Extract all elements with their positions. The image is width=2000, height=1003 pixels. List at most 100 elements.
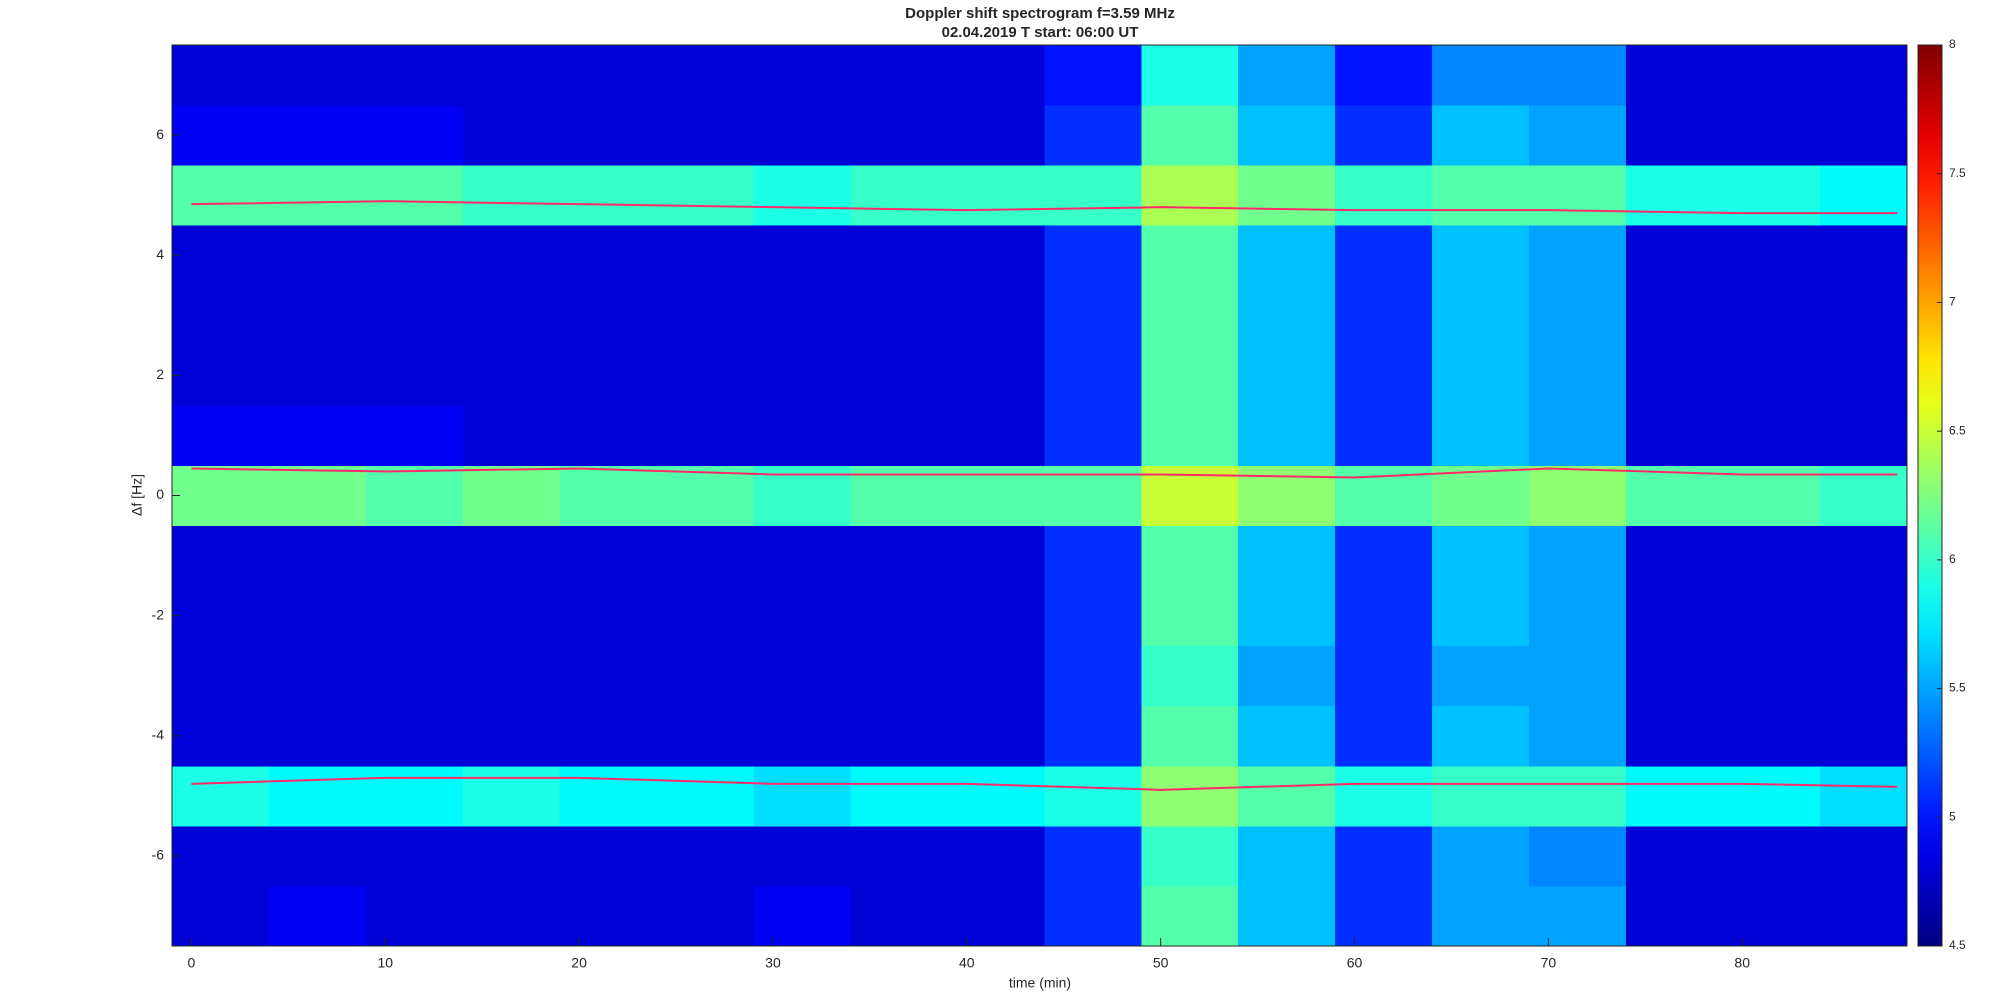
heatmap-cell bbox=[1141, 225, 1239, 286]
heatmap-cell bbox=[947, 465, 1045, 527]
heatmap-cell bbox=[1044, 405, 1142, 466]
heatmap-cell bbox=[1432, 645, 1530, 707]
y-tick-label: 2 bbox=[156, 366, 164, 382]
chart-subtitle: 02.04.2019 T start: 06:00 UT bbox=[942, 24, 1139, 41]
y-tick-label: 6 bbox=[156, 126, 164, 142]
heatmap-cell bbox=[1141, 45, 1239, 106]
heatmap-cell bbox=[1432, 525, 1530, 587]
heatmap-cell bbox=[850, 525, 948, 587]
heatmap-cell bbox=[1238, 645, 1336, 707]
heatmap-cell bbox=[1625, 225, 1724, 286]
heatmap-cell bbox=[850, 705, 948, 767]
trace-line bbox=[191, 467, 1898, 479]
heatmap-cell bbox=[1432, 225, 1530, 286]
heatmap-cell bbox=[1044, 105, 1142, 166]
heatmap-cell bbox=[1819, 525, 1908, 587]
y-tick-label: 0 bbox=[156, 486, 164, 502]
heatmap-cell bbox=[365, 705, 464, 767]
heatmap-cell bbox=[850, 465, 948, 527]
heatmap-cell bbox=[1625, 165, 1724, 226]
heatmap-cell bbox=[268, 45, 367, 106]
heatmap-cell bbox=[1625, 765, 1724, 827]
heatmap-cell bbox=[1432, 765, 1530, 827]
heatmap-cell bbox=[1819, 165, 1908, 226]
heatmap-cell bbox=[1238, 885, 1336, 947]
heatmap-cell bbox=[1044, 705, 1142, 767]
heatmap-cell bbox=[1238, 105, 1336, 166]
heatmap-cell bbox=[1141, 705, 1239, 767]
heatmap-cell bbox=[462, 285, 561, 346]
heatmap-cell bbox=[1141, 585, 1239, 647]
heatmap-cell bbox=[1432, 285, 1530, 346]
heatmap-cell bbox=[1819, 45, 1908, 106]
heatmap-cell bbox=[1722, 225, 1821, 286]
heatmap-cell bbox=[365, 105, 464, 166]
heatmap-cell bbox=[947, 45, 1045, 106]
heatmap-cell bbox=[1819, 225, 1908, 286]
heatmap-cell bbox=[1238, 405, 1336, 466]
heatmap-cell bbox=[947, 405, 1045, 466]
heatmap-cell bbox=[947, 705, 1045, 767]
heatmap-cell bbox=[559, 105, 658, 166]
heatmap-cell bbox=[753, 45, 851, 106]
x-tick-label: 60 bbox=[1347, 955, 1363, 971]
heatmap-cell bbox=[850, 585, 948, 647]
heatmap-cell bbox=[753, 165, 851, 226]
heatmap-cell bbox=[1625, 885, 1724, 947]
heatmap-cell bbox=[753, 225, 851, 286]
heatmap-cell bbox=[1625, 405, 1724, 466]
heatmap-cell bbox=[462, 765, 561, 827]
heatmap-cell bbox=[1141, 345, 1239, 406]
heatmap-cell bbox=[1044, 525, 1142, 587]
x-tick-label: 40 bbox=[959, 955, 975, 971]
heatmap-cell bbox=[1238, 285, 1336, 346]
heatmap-cell bbox=[268, 465, 367, 527]
heatmap-cell bbox=[656, 345, 755, 406]
y-tick-label: -6 bbox=[152, 847, 165, 863]
heatmap-cell bbox=[1044, 225, 1142, 286]
heatmap-cell bbox=[1238, 525, 1336, 587]
heatmap-cell bbox=[268, 525, 367, 587]
heatmap-cell bbox=[1722, 705, 1821, 767]
heatmap-cell bbox=[947, 765, 1045, 827]
heatmap-cell bbox=[268, 225, 367, 286]
heatmap-cell bbox=[268, 285, 367, 346]
heatmap-cell bbox=[1819, 465, 1908, 527]
heatmap-cell bbox=[1722, 645, 1821, 707]
heatmap-cell bbox=[1625, 585, 1724, 647]
heatmap-cell bbox=[172, 345, 270, 406]
heatmap-cell bbox=[1141, 825, 1239, 887]
heatmap-cell bbox=[656, 885, 755, 947]
heatmap-cell bbox=[656, 105, 755, 166]
heatmap-cell bbox=[365, 165, 464, 226]
heatmap-cell bbox=[172, 525, 270, 587]
heatmap-cell bbox=[462, 885, 561, 947]
heatmap-cell bbox=[1722, 45, 1821, 106]
heatmap-cell bbox=[850, 285, 948, 346]
heatmap-cell bbox=[559, 405, 658, 466]
heatmap-cell bbox=[1141, 405, 1239, 466]
heatmap-cell bbox=[1528, 345, 1627, 406]
heatmap-cell bbox=[947, 225, 1045, 286]
heatmap-cell bbox=[1432, 165, 1530, 226]
heatmap-cell bbox=[1432, 345, 1530, 406]
heatmap-cell bbox=[1528, 45, 1627, 106]
heatmap-cell bbox=[1335, 645, 1433, 707]
heatmap-cell bbox=[850, 405, 948, 466]
heatmap-cell bbox=[656, 525, 755, 587]
heatmap-cell bbox=[365, 645, 464, 707]
heatmap-cell bbox=[1722, 885, 1821, 947]
heatmap-cell bbox=[947, 345, 1045, 406]
heatmap-cell bbox=[559, 345, 658, 406]
heatmap-cell bbox=[1238, 225, 1336, 286]
heatmap-cell bbox=[1432, 585, 1530, 647]
heatmap-cell bbox=[656, 585, 755, 647]
heatmap-cell bbox=[559, 165, 658, 226]
heatmap-cell bbox=[172, 105, 270, 166]
heatmap-cell bbox=[1238, 165, 1336, 226]
heatmap-cell bbox=[462, 225, 561, 286]
heatmap-cell bbox=[172, 45, 270, 106]
heatmap-cell bbox=[1722, 465, 1821, 527]
heatmap-cell bbox=[1141, 645, 1239, 707]
heatmap-cell bbox=[1335, 585, 1433, 647]
